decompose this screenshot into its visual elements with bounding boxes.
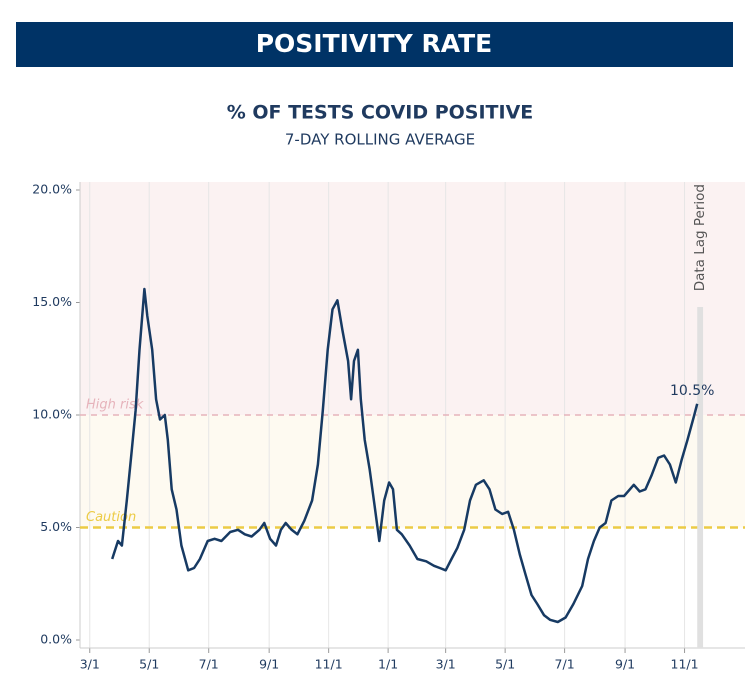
y-tick-label: 10.0% <box>32 407 72 422</box>
x-tick-label: 3/1 <box>436 657 456 672</box>
series-line <box>111 287 699 624</box>
y-tick-label: 15.0% <box>32 294 72 309</box>
lag-period <box>697 182 704 648</box>
y-tick-label: 20.0% <box>32 182 72 197</box>
threshold-label: Caution <box>86 510 136 525</box>
x-tick-label: 11/1 <box>671 657 699 672</box>
annotation: 10.5% <box>670 383 714 399</box>
risk-band <box>80 182 745 415</box>
chart-subtitle: 7-DAY ROLLING AVERAGE <box>285 131 475 149</box>
x-tick-label: 5/1 <box>139 657 159 672</box>
x-tick-label: 11/1 <box>315 657 343 672</box>
x-tick-label: 3/1 <box>80 657 100 672</box>
x-tick-label: 9/1 <box>259 657 279 672</box>
lag-label-bg <box>693 182 708 307</box>
threshold-label: High risk <box>86 398 144 413</box>
x-tick-label: 7/1 <box>555 657 575 672</box>
x-tick-label: 9/1 <box>615 657 635 672</box>
y-tick-label: 0.0% <box>40 632 72 647</box>
risk-band <box>80 415 745 528</box>
x-tick-label: 1/1 <box>378 657 398 672</box>
x-tick-label: 5/1 <box>495 657 515 672</box>
lag-label: Data Lag Period <box>692 184 708 291</box>
chart-title: % OF TESTS COVID POSITIVE <box>227 102 534 124</box>
y-tick-label: 5.0% <box>40 519 72 534</box>
x-tick-label: 7/1 <box>199 657 219 672</box>
header-title: POSITIVITY RATE <box>256 29 493 58</box>
header-bar <box>16 22 733 67</box>
